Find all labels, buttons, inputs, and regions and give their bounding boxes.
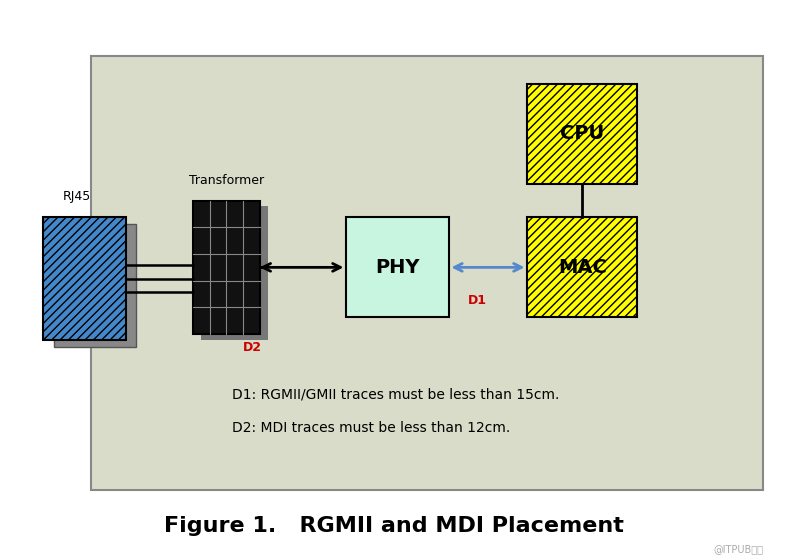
- Bar: [346, 217, 449, 317]
- Text: MAC: MAC: [558, 258, 607, 277]
- Text: RJ45: RJ45: [63, 190, 91, 203]
- Text: D2: D2: [242, 341, 261, 354]
- Bar: [201, 206, 268, 340]
- Bar: [54, 224, 136, 347]
- Text: PHY: PHY: [375, 258, 419, 277]
- Bar: [91, 56, 763, 490]
- Text: Transformer: Transformer: [189, 174, 264, 187]
- Bar: [193, 201, 260, 334]
- Bar: [527, 217, 637, 317]
- Text: @ITPUB博客: @ITPUB博客: [713, 544, 763, 554]
- Text: D2: MDI traces must be less than 12cm.: D2: MDI traces must be less than 12cm.: [232, 421, 511, 434]
- Text: D1: D1: [468, 294, 487, 306]
- Text: Figure 1.   RGMII and MDI Placement: Figure 1. RGMII and MDI Placement: [164, 516, 623, 536]
- Text: D1: RGMII/GMII traces must be less than 15cm.: D1: RGMII/GMII traces must be less than …: [232, 387, 560, 401]
- Text: CPU: CPU: [560, 124, 604, 143]
- Bar: [527, 84, 637, 184]
- Bar: [43, 217, 126, 340]
